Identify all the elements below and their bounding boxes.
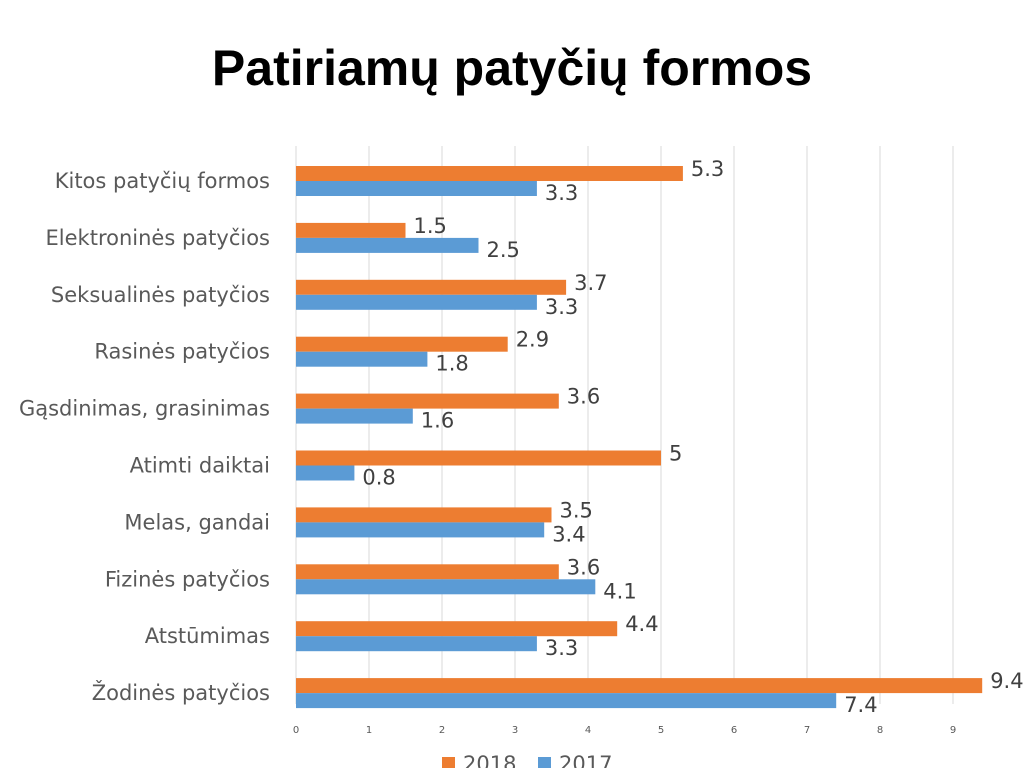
legend-label-2018: 2018: [463, 752, 516, 768]
bar-2018: [296, 621, 618, 637]
x-tick-label: 6: [731, 725, 737, 736]
bar-2018: [296, 450, 661, 466]
data-label-2018: 2.9: [516, 328, 549, 352]
bar-2017: [296, 408, 413, 424]
legend-swatch-2017: [538, 757, 551, 768]
data-labels: 5.33.31.52.53.73.32.91.83.61.650.83.53.4…: [362, 157, 1023, 717]
bar-2017: [296, 181, 537, 196]
x-tick-label: 5: [658, 725, 664, 736]
bar-2017: [296, 522, 545, 538]
data-label-2017: 3.3: [545, 636, 578, 660]
data-label-2017: 3.3: [545, 295, 578, 319]
data-label-2017: 7.4: [844, 693, 877, 717]
data-label-2018: 4.4: [625, 612, 658, 636]
legend-label-2017: 2017: [559, 752, 612, 768]
category-label: Melas, gandai: [124, 510, 270, 534]
data-label-2018: 5.3: [691, 157, 724, 181]
legend-swatch-2018: [442, 757, 455, 768]
x-tick-label: 1: [366, 725, 372, 736]
bars: [296, 166, 983, 709]
data-label-2017: 1.6: [421, 409, 454, 433]
data-label-2017: 3.3: [545, 181, 578, 205]
bar-2018: [296, 279, 567, 295]
bar-2017: [296, 579, 596, 595]
x-tick-label: 9: [950, 725, 956, 736]
data-label-2018: 1.5: [414, 214, 447, 238]
category-label: Seksualinės patyčios: [51, 283, 270, 307]
x-tick-label: 3: [512, 725, 518, 736]
data-label-2018: 3.7: [574, 271, 607, 295]
data-label-2017: 4.1: [603, 579, 636, 603]
data-label-2017: 2.5: [487, 238, 520, 262]
bar-2018: [296, 507, 552, 523]
data-label-2018: 9.4: [990, 669, 1023, 693]
data-label-2018: 3.6: [567, 385, 600, 409]
bar-2018: [296, 678, 983, 694]
data-label-2018: 3.5: [560, 498, 593, 522]
data-label-2018: 5: [669, 442, 682, 466]
category-label: Elektroninės patyčios: [46, 226, 270, 250]
bar-2017: [296, 693, 837, 709]
slide-title: Patiriamų patyčių formos: [211, 40, 813, 96]
category-label: Rasinės patyčios: [94, 340, 270, 364]
x-tick-label: 2: [439, 725, 445, 736]
data-label-2017: 0.8: [362, 466, 395, 490]
x-tick-label: 4: [585, 725, 591, 736]
category-label: Atimti daiktai: [130, 454, 270, 478]
x-tick-label: 7: [804, 725, 810, 736]
category-label: Kitos patyčių formos: [55, 169, 270, 193]
x-tick-label: 8: [877, 725, 883, 736]
legend: 2018 2017: [442, 752, 612, 768]
bar-2017: [296, 465, 355, 481]
data-label-2017: 1.8: [435, 352, 468, 376]
data-label-2017: 3.4: [552, 522, 585, 546]
x-tick-label: 0: [293, 725, 299, 736]
category-label: Atstūmimas: [145, 624, 270, 648]
bar-2018: [296, 222, 406, 238]
bar-2018: [296, 166, 683, 181]
data-label-2018: 3.6: [567, 555, 600, 579]
category-label: Fizinės patyčios: [105, 567, 270, 591]
bar-2018: [296, 336, 508, 352]
x-axis-ticks: 0 1 2 3 4 5 6 7 8 9: [293, 725, 956, 736]
bar-2017: [296, 294, 537, 310]
category-label: Žodinės patyčios: [92, 680, 270, 705]
bar-2018: [296, 564, 559, 580]
bar-2017: [296, 351, 428, 367]
category-label: Gąsdinimas, grasinimas: [19, 397, 270, 421]
category-labels: Kitos patyčių formos Elektroninės patyčio…: [19, 169, 270, 705]
bar-2018: [296, 393, 559, 409]
bar-2017: [296, 237, 479, 253]
bar-2017: [296, 636, 537, 652]
